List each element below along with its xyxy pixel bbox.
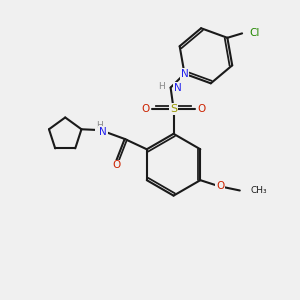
Text: O: O [216, 181, 224, 191]
Text: N: N [99, 127, 107, 136]
Text: Cl: Cl [250, 28, 260, 38]
Text: O: O [112, 160, 121, 170]
Text: O: O [142, 104, 150, 114]
Text: N: N [174, 82, 181, 93]
Text: N: N [181, 69, 188, 79]
Text: O: O [197, 104, 206, 114]
Text: CH₃: CH₃ [250, 186, 267, 195]
Text: H: H [96, 121, 103, 130]
Text: H: H [159, 82, 165, 91]
Text: S: S [170, 104, 177, 114]
